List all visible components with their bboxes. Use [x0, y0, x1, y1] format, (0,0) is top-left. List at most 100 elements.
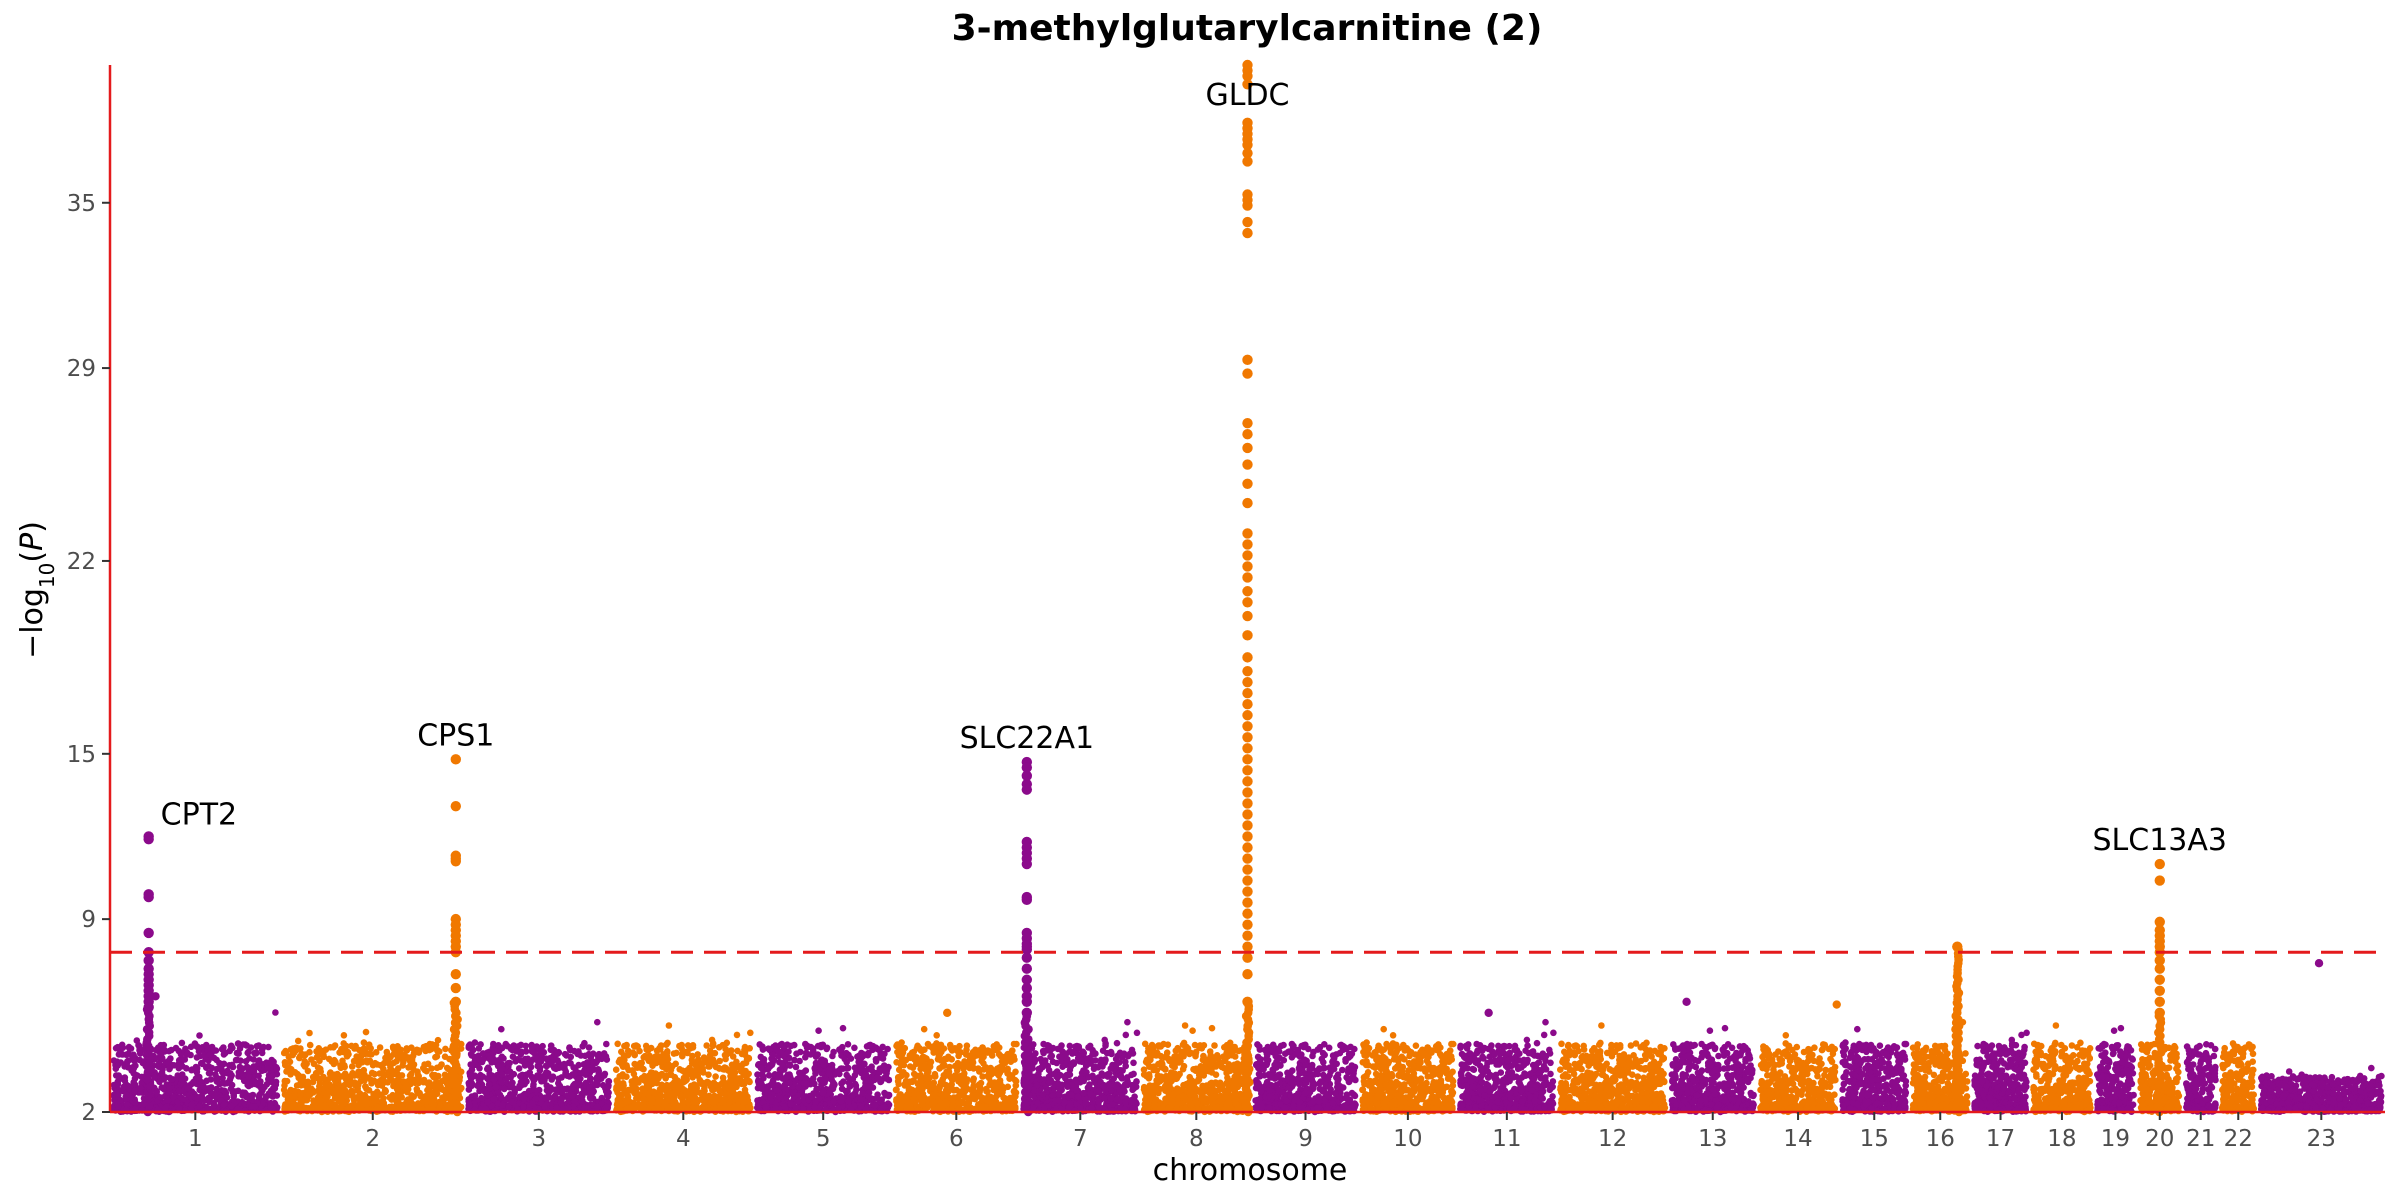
data-point — [561, 1050, 569, 1058]
data-point — [551, 1092, 559, 1099]
data-point — [291, 1069, 299, 1076]
data-point — [425, 1079, 433, 1086]
data-point — [657, 1059, 665, 1066]
data-point — [213, 1075, 220, 1083]
data-point — [980, 1053, 987, 1061]
data-point — [381, 1078, 389, 1086]
data-point — [995, 1044, 1003, 1051]
data-point — [776, 1066, 784, 1073]
data-point — [153, 1089, 160, 1096]
data-point — [720, 1097, 727, 1105]
data-point — [385, 1060, 393, 1067]
data-point — [698, 1060, 706, 1068]
data-point — [367, 1045, 375, 1052]
data-point — [1010, 1040, 1018, 1048]
data-point — [541, 1103, 548, 1111]
data-point — [978, 1104, 986, 1112]
data-point — [522, 1048, 530, 1055]
data-point — [384, 1051, 391, 1058]
data-point — [420, 1043, 428, 1051]
data-point — [859, 1090, 866, 1097]
data-point — [445, 1083, 452, 1091]
data-point — [976, 1068, 983, 1075]
data-point — [967, 1086, 975, 1093]
data-point — [946, 1063, 953, 1071]
data-point — [332, 1058, 339, 1066]
data-point — [343, 1053, 351, 1060]
data-point — [170, 1093, 177, 1101]
data-point — [935, 1043, 942, 1050]
data-point — [475, 1045, 483, 1052]
data-point — [656, 1085, 664, 1093]
data-point — [125, 1057, 132, 1064]
data-point — [362, 1083, 369, 1090]
data-point — [391, 1070, 398, 1078]
data-point — [820, 1061, 827, 1069]
data-point — [587, 1075, 594, 1082]
data-point — [693, 1082, 700, 1089]
data-point — [301, 1052, 308, 1059]
data-point — [466, 1081, 473, 1089]
data-point — [612, 1066, 620, 1073]
data-point — [926, 1042, 933, 1050]
data-point — [678, 1041, 685, 1049]
data-point — [115, 1102, 122, 1110]
data-point — [162, 1104, 169, 1112]
data-point — [520, 1095, 528, 1102]
data-point — [340, 1040, 348, 1047]
data-point — [338, 1073, 346, 1080]
data-point — [786, 1079, 793, 1087]
data-point — [125, 1043, 133, 1051]
data-point — [676, 1066, 683, 1073]
data-point — [340, 1100, 347, 1107]
data-point — [853, 1068, 860, 1075]
data-point — [297, 1091, 304, 1098]
data-point — [893, 1086, 900, 1093]
data-point — [479, 1056, 487, 1063]
data-point — [560, 1060, 568, 1068]
data-point — [245, 1073, 253, 1081]
data-point — [790, 1041, 798, 1049]
data-point — [371, 1059, 379, 1067]
data-point — [970, 1064, 977, 1072]
data-point — [1011, 1056, 1018, 1063]
data-point — [733, 1031, 741, 1039]
data-point — [466, 1072, 474, 1079]
data-point — [526, 1069, 533, 1076]
data-point — [467, 1061, 475, 1068]
data-point — [223, 1094, 231, 1101]
data-point — [220, 1070, 227, 1077]
data-point — [705, 1063, 712, 1070]
data-point — [711, 1059, 719, 1067]
data-point — [877, 1078, 885, 1085]
data-point — [357, 1053, 365, 1061]
data-point — [909, 1064, 917, 1071]
data-point — [851, 1044, 858, 1052]
data-point — [984, 1088, 991, 1095]
data-point — [815, 1027, 822, 1034]
data-point — [942, 1098, 949, 1106]
data-point — [498, 1025, 505, 1033]
data-point — [736, 1062, 743, 1070]
data-point — [867, 1041, 874, 1049]
data-point — [952, 1062, 959, 1070]
data-point — [848, 1092, 856, 1099]
data-point — [873, 1095, 881, 1102]
data-point — [558, 1100, 565, 1107]
data-point — [195, 1045, 203, 1052]
data-point — [112, 1044, 120, 1052]
data-point — [395, 1075, 402, 1082]
data-point — [956, 1105, 963, 1112]
data-point — [346, 1090, 353, 1097]
data-point — [594, 1052, 602, 1060]
data-point — [979, 1044, 986, 1052]
data-point — [990, 1097, 997, 1104]
data-point — [207, 1076, 215, 1083]
data-point — [689, 1052, 696, 1060]
data-point — [656, 1072, 664, 1080]
data-point — [648, 1098, 656, 1106]
data-point — [616, 1073, 623, 1080]
data-point — [282, 1048, 290, 1056]
data-point — [442, 1045, 449, 1053]
data-point — [761, 1087, 769, 1095]
